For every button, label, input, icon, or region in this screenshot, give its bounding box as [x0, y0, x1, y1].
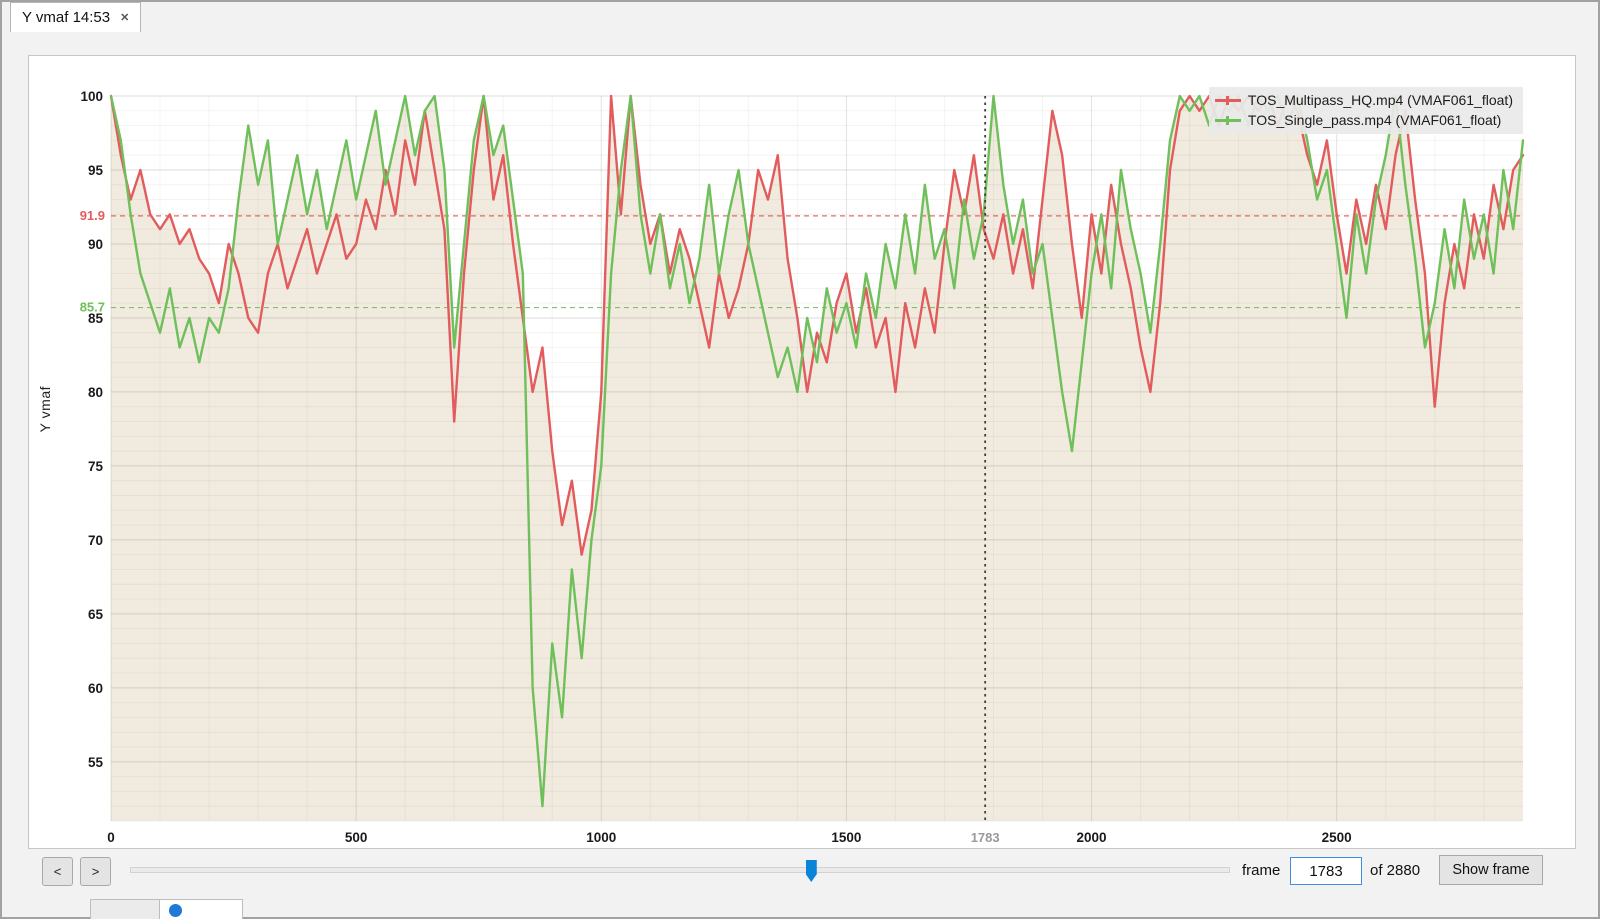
legend-label: TOS_Single_pass.mp4 (VMAF061_float): [1247, 112, 1502, 128]
x-tick-label: 2000: [1077, 830, 1107, 845]
y-tick-label: 100: [80, 89, 103, 104]
y-tick-label: 80: [88, 385, 103, 400]
y-tick-label: 75: [88, 459, 104, 474]
frame-number-input[interactable]: [1290, 857, 1362, 885]
legend-item: TOS_Multipass_HQ.mp4 (VMAF061_float): [1214, 90, 1513, 110]
x-tick-label: 2500: [1322, 830, 1352, 845]
tab-bar: Y vmaf 14:53 ✕: [2, 2, 1598, 33]
cursor-tick-label: 1783: [971, 830, 1000, 845]
total-frames-label: of 2880: [1370, 862, 1421, 879]
x-tick-label: 1000: [586, 830, 616, 845]
chart-panel: Y vmaf 91.9 85.7 100 95 90 85 80 75 70 65 60 55 0 500…: [28, 55, 1576, 849]
y-tick-label: 70: [88, 533, 103, 548]
tab-close-icon[interactable]: ✕: [120, 12, 130, 24]
mean-line-label: 91.9: [80, 208, 105, 223]
y-tick-label: 60: [88, 681, 103, 696]
x-tick-label: 1500: [831, 830, 861, 845]
y-tick-label: 90: [88, 237, 103, 252]
bottom-toolbar-tab[interactable]: [159, 899, 243, 919]
show-frame-button[interactable]: Show frame: [1439, 855, 1543, 885]
frame-slider-thumb[interactable]: [805, 860, 817, 882]
y-tick-label: 55: [88, 755, 104, 770]
mean-line-label: 85.7: [80, 300, 105, 315]
legend-marker-icon: [1214, 115, 1241, 125]
tab-y-vmaf[interactable]: Y vmaf 14:53 ✕: [10, 2, 142, 32]
y-tick-label: 85: [88, 311, 104, 326]
x-tick-label: 500: [345, 830, 368, 845]
tab-title: Y vmaf 14:53: [22, 9, 111, 26]
y-tick-label: 65: [88, 607, 104, 622]
frame-label: frame: [1242, 862, 1281, 879]
legend-item: TOS_Single_pass.mp4 (VMAF061_float): [1214, 110, 1513, 130]
frame-slider-track[interactable]: [130, 860, 1230, 882]
status-icon: [169, 904, 182, 917]
bottom-toolbar-button[interactable]: [90, 899, 160, 919]
chart-legend: TOS_Multipass_HQ.mp4 (VMAF061_float) TOS_…: [1208, 87, 1523, 134]
x-tick-label: 0: [107, 830, 115, 845]
legend-label: TOS_Multipass_HQ.mp4 (VMAF061_float): [1247, 92, 1513, 108]
y-tick-label: 95: [88, 163, 104, 178]
legend-marker-icon: [1214, 95, 1241, 105]
next-frame-button[interactable]: >: [80, 857, 111, 886]
vmaf-chart[interactable]: 91.9 85.7 100 95 90 85 80 75 70 65 60 55 0 500 1000 150…: [29, 56, 1575, 848]
prev-frame-button[interactable]: <: [42, 857, 73, 886]
